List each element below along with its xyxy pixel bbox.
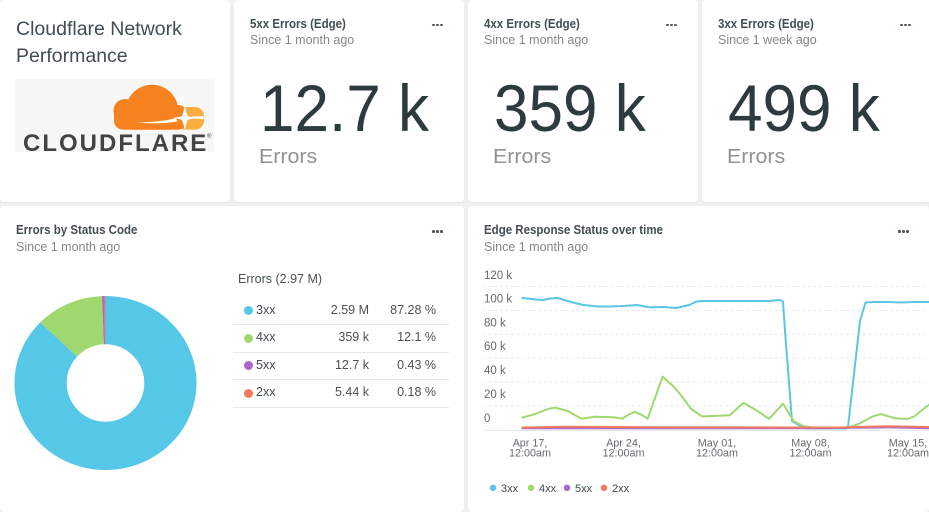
svg-text:Apr 24,: Apr 24, bbox=[606, 438, 641, 450]
svg-text:Apr 17,: Apr 17, bbox=[513, 438, 548, 450]
svg-text:100 k: 100 k bbox=[484, 294, 512, 306]
svg-text:May 01,: May 01, bbox=[698, 438, 736, 450]
svg-text:3xx: 3xx bbox=[501, 483, 519, 495]
svg-text:May 08,: May 08, bbox=[791, 438, 829, 450]
svg-text:0: 0 bbox=[484, 413, 490, 425]
svg-text:120 k: 120 k bbox=[484, 270, 512, 282]
svg-text:2xx: 2xx bbox=[612, 483, 630, 495]
svg-text:40 k: 40 k bbox=[484, 365, 506, 377]
svg-text:®: ® bbox=[207, 133, 212, 140]
svg-text:20 k: 20 k bbox=[484, 389, 506, 401]
svg-text:4xx: 4xx bbox=[539, 483, 557, 495]
svg-text:12:00am: 12:00am bbox=[887, 448, 929, 460]
svg-text:60 k: 60 k bbox=[484, 341, 506, 353]
svg-text:5xx: 5xx bbox=[575, 483, 593, 495]
svg-text:80 k: 80 k bbox=[484, 318, 506, 330]
svg-text:12:00am: 12:00am bbox=[789, 448, 831, 460]
svg-text:CLOUDFLARE: CLOUDFLARE bbox=[23, 130, 208, 152]
svg-text:12:00am: 12:00am bbox=[696, 448, 738, 460]
svg-text:12:00am: 12:00am bbox=[509, 448, 551, 460]
svg-text:May 15,: May 15, bbox=[889, 438, 927, 450]
svg-text:12:00am: 12:00am bbox=[602, 448, 644, 460]
